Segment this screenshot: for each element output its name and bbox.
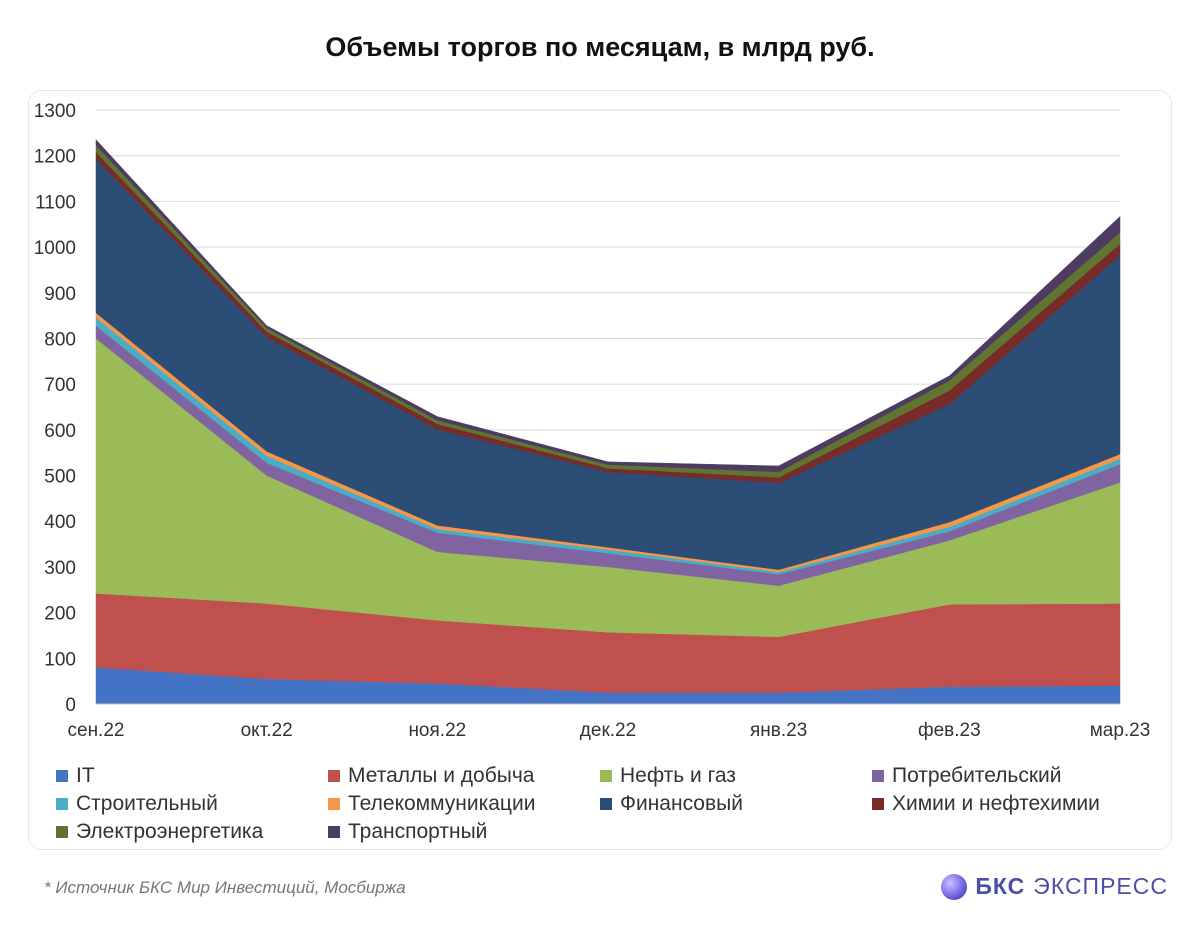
brand-sphere-icon	[941, 873, 968, 900]
legend-label: Строительный	[76, 791, 218, 815]
x-tick-label: окт.22	[241, 720, 293, 741]
legend-item: IT	[56, 762, 328, 789]
legend-item: Потребительский	[872, 762, 1144, 789]
legend-label: Нефть и газ	[620, 763, 736, 787]
y-tick-label: 0	[65, 695, 76, 716]
y-tick-label: 800	[44, 329, 76, 350]
legend-label: Металлы и добыча	[348, 763, 535, 787]
legend-item: Электроэнергетика	[56, 818, 328, 845]
x-tick-label: фев.23	[918, 720, 981, 741]
legend-swatch	[872, 797, 884, 810]
chart-title: Объемы торгов по месяцам, в млрд руб.	[325, 32, 875, 62]
legend-label: Телекоммуникации	[348, 791, 536, 815]
legend-item: Строительный	[56, 790, 328, 817]
legend-label: IT	[76, 763, 95, 787]
y-tick-label: 1300	[34, 101, 76, 122]
legend-swatch	[600, 797, 612, 810]
y-tick-label: 100	[44, 649, 76, 670]
legend-item: Металлы и добыча	[328, 762, 600, 789]
y-tick-label: 200	[44, 604, 76, 625]
legend-label: Финансовый	[620, 791, 743, 815]
x-tick-label: сен.22	[68, 720, 125, 741]
y-tick-label: 1200	[34, 147, 76, 168]
y-tick-label: 1000	[34, 238, 76, 259]
legend-swatch	[56, 825, 68, 838]
y-tick-label: 300	[44, 558, 76, 579]
y-tick-label: 700	[44, 375, 76, 396]
y-tick-label: 600	[44, 421, 76, 442]
legend-swatch	[328, 825, 340, 838]
legend-label: Химии и нефтехимии	[892, 791, 1100, 815]
legend-swatch	[872, 769, 884, 782]
y-tick-label: 900	[44, 284, 76, 305]
legend-swatch	[56, 797, 68, 810]
legend-item: Финансовый	[600, 790, 872, 817]
legend-item: Транспортный	[328, 818, 600, 845]
legend-item: Телекоммуникации	[328, 790, 600, 817]
source-footnote: * Источник БКС Мир Инвестиций, Мосбиржа	[44, 878, 406, 897]
x-tick-label: дек.22	[580, 720, 636, 741]
legend-item: Химии и нефтехимии	[872, 790, 1144, 817]
y-tick-label: 400	[44, 512, 76, 533]
brand-name-bold: БКС	[975, 873, 1026, 899]
x-tick-label: мар.23	[1090, 720, 1151, 741]
y-tick-label: 500	[44, 467, 76, 488]
legend-swatch	[56, 769, 68, 782]
brand-name-rest: ЭКСПРЕСС	[1033, 873, 1168, 899]
y-tick-label: 1100	[35, 192, 76, 213]
legend-label: Электроэнергетика	[76, 819, 264, 843]
legend-label: Потребительский	[892, 763, 1062, 787]
chart-legend: IT Металлы и добыча Нефть и газ Потребитель…	[56, 762, 1156, 845]
stacked-area-chart: 0 100 200 300 400 500 600 700 800 900 1000 1100 1200…	[34, 101, 1151, 741]
legend-label: Транспортный	[348, 819, 488, 843]
legend-swatch	[328, 769, 340, 782]
brand-logo: БКС ЭКСПРЕСС	[941, 873, 1168, 900]
legend-item: Нефть и газ	[600, 762, 872, 789]
x-tick-label: ноя.22	[408, 720, 466, 741]
x-tick-label: янв.23	[750, 720, 807, 741]
area-series-транспортный	[95, 139, 1121, 473]
legend-swatch	[600, 769, 612, 782]
legend-swatch	[328, 797, 340, 810]
